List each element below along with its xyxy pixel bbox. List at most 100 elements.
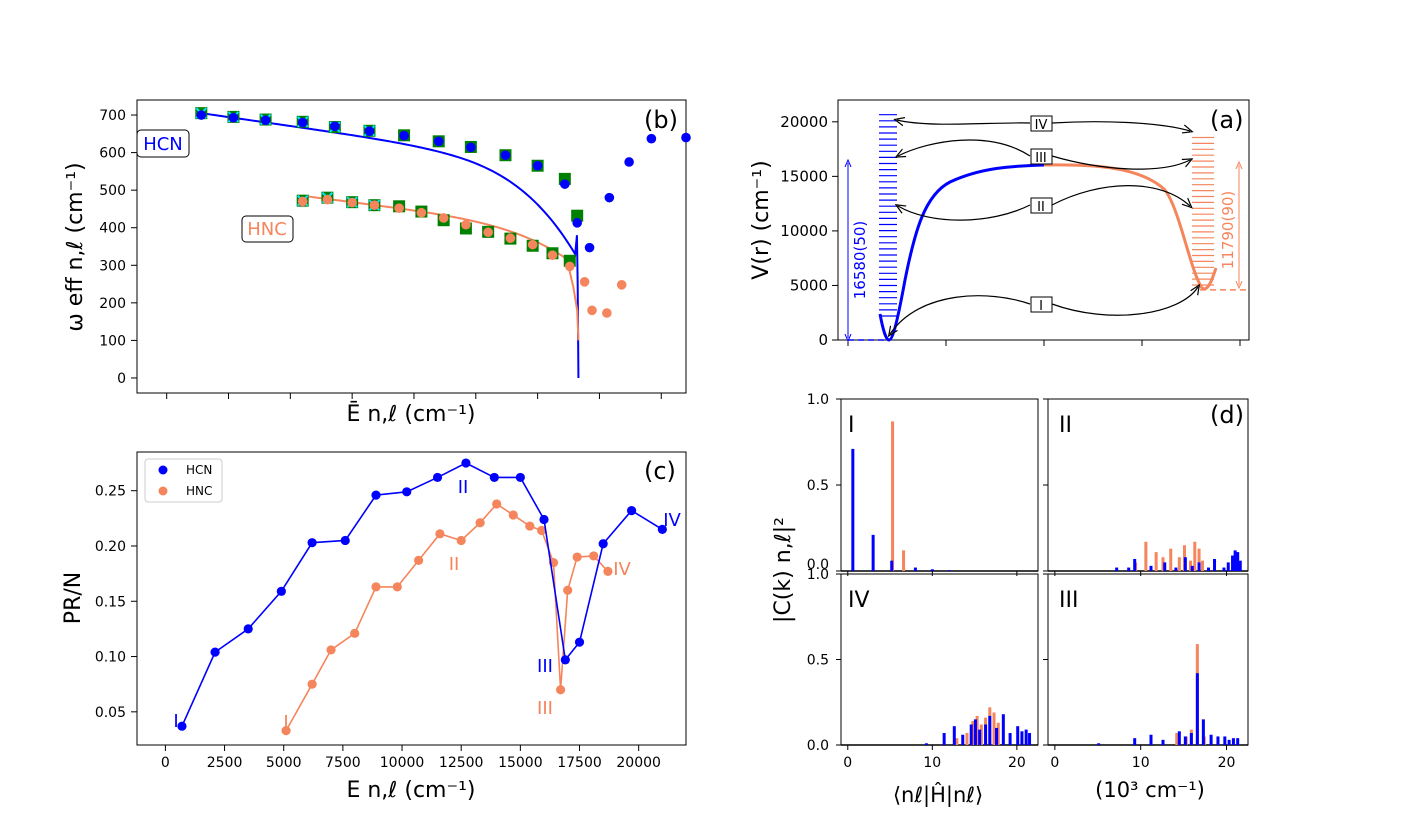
panel-c-ylabel: PR/N (61, 572, 86, 624)
hcn-coef-bar (1024, 729, 1028, 745)
a-ytick-label: 20000 (780, 113, 828, 131)
hcn-coef-bar (1115, 567, 1119, 571)
hcn-coef-bar (1001, 714, 1005, 745)
hnc-pr-point (537, 525, 547, 536)
hnc-coef-bar (1144, 541, 1148, 571)
hcn-coef-bar (913, 567, 917, 571)
hcn-coef-bar (1216, 736, 1220, 745)
b-point-marker (604, 192, 615, 203)
panel-a-drawing (848, 114, 1250, 340)
hnc-pr-point (572, 552, 582, 562)
hnc-pr-line (285, 502, 609, 732)
hcn-pr-point (402, 487, 412, 497)
b-point-marker (394, 203, 404, 213)
hnc-annotation-box (241, 215, 294, 243)
hcn-coef-bar (1238, 560, 1242, 571)
panel-d-ylabel: |C(k) n,ℓ|² (771, 517, 796, 623)
hnc-pr-point (456, 535, 466, 546)
hcn-coef-bar (1127, 567, 1131, 571)
panel-b-omega-eff: 0 100 200 300 400 500 600 700 (b) HCN HNC Ē n,ℓ… (63, 99, 691, 427)
c-ytick-label: 0.15 (95, 594, 126, 610)
b-point-marker (527, 239, 538, 250)
hcn-coef-bar (1197, 562, 1201, 571)
hnc-pr-point (326, 645, 336, 655)
b-point-marker (547, 250, 558, 260)
panel-c-yticks: 0.05 0.10 0.15 0.20 0.25 (95, 484, 137, 721)
hcn-coef-bar (1020, 731, 1024, 745)
hcn-coef-bar (1233, 550, 1237, 571)
hcn-coef-bar (1161, 739, 1165, 745)
state-arrow (890, 295, 1031, 334)
a-ytick-label: 15000 (780, 167, 828, 185)
hcn-region-III: III (537, 656, 553, 677)
hcn-pr-point (489, 472, 499, 483)
state-label-III: III (1030, 148, 1053, 166)
hnc-pr-point (589, 551, 599, 561)
state-arrow (1051, 155, 1190, 170)
b-point-marker (438, 213, 449, 223)
hnc-region-III: III (537, 698, 553, 719)
hcn-coef-bar (871, 534, 875, 571)
hnc-coef-bar (1154, 552, 1158, 571)
b-point-marker (624, 157, 634, 167)
hcn-coef-bar (995, 727, 999, 745)
hcn-pr-point (371, 490, 381, 500)
hcn-coef-bar (1190, 565, 1194, 571)
hcn-pr-point (432, 472, 443, 483)
d-ytick-label: 0.5 (807, 653, 829, 669)
c-xtick-label: 2500 (207, 755, 243, 771)
b-point-marker (564, 261, 575, 272)
hcn-coef-bar (1236, 738, 1240, 745)
hcn-pr-point (515, 472, 525, 483)
b-point-marker (572, 218, 582, 228)
c-xtick-label: 10000 (380, 755, 425, 771)
d-sub-frame (840, 398, 1039, 572)
hcn-coef-bar (924, 743, 928, 745)
b-point-marker (228, 112, 239, 123)
b-point-marker (584, 242, 595, 253)
c-ytick-label: 0.05 (95, 705, 126, 721)
hcn-pr-point (340, 535, 350, 546)
panel-d-label: (d) (1210, 401, 1244, 429)
hcn-coef-bar (1226, 562, 1230, 571)
hnc-coef-bar (996, 722, 1000, 745)
b-point-marker (330, 121, 340, 132)
hnc-pr-point (475, 518, 485, 528)
panel-b-ylabel: ω eff n,ℓ (cm⁻¹) (63, 162, 88, 331)
panel-d-xlabel-left: ⟨nℓ|Ĥ|nℓ⟩ (893, 782, 983, 808)
b-point-marker (297, 196, 308, 207)
panel-a-ylabel: V(r) (cm⁻¹) (749, 160, 774, 279)
d-ytick-label: 0.0 (807, 557, 829, 573)
hnc-coef-bar (979, 724, 983, 745)
hcn-coef-bar (973, 719, 977, 745)
b-point-marker (616, 280, 627, 290)
b-point-marker (587, 305, 597, 316)
hcn-coef-bar (1183, 736, 1187, 745)
hnc-coef-bar (1177, 557, 1181, 571)
d-xtick-label: 0 (843, 755, 852, 771)
hnc-pr-point (350, 628, 360, 638)
hcn-coef-bar (961, 734, 965, 745)
hcn-pr-point (210, 647, 220, 657)
hcn-coef-bar (1189, 733, 1193, 745)
hcn-pr-point (276, 586, 286, 596)
hnc-pr-point (392, 582, 402, 592)
b-point-marker (602, 308, 612, 318)
hcn-pr-point (307, 538, 317, 548)
hcn-coef-bar (1213, 558, 1217, 571)
hcn-coef-bar (988, 715, 992, 745)
b-point-marker (646, 133, 657, 144)
hnc-coef-bar (1201, 560, 1205, 571)
c-xtick-label: 15000 (498, 755, 543, 771)
hcn-region-II: II (458, 477, 469, 498)
hcn-annotation: HCN (143, 134, 183, 155)
panel-c-xticks: 0 2500 5000 7500 10000 12500 15000 17500 20000 (161, 745, 661, 771)
panel-d-sub-I: 0.0 0.5 1.0 (807, 392, 1039, 576)
sub-II-label: II (1059, 413, 1072, 438)
panel-b-points (195, 107, 691, 318)
b-point-marker (532, 160, 543, 171)
b-square-marker (571, 209, 584, 222)
b-point-marker (466, 142, 476, 153)
hnc-region-IV: IV (613, 559, 631, 580)
state-label-IV: IV (1030, 115, 1053, 133)
